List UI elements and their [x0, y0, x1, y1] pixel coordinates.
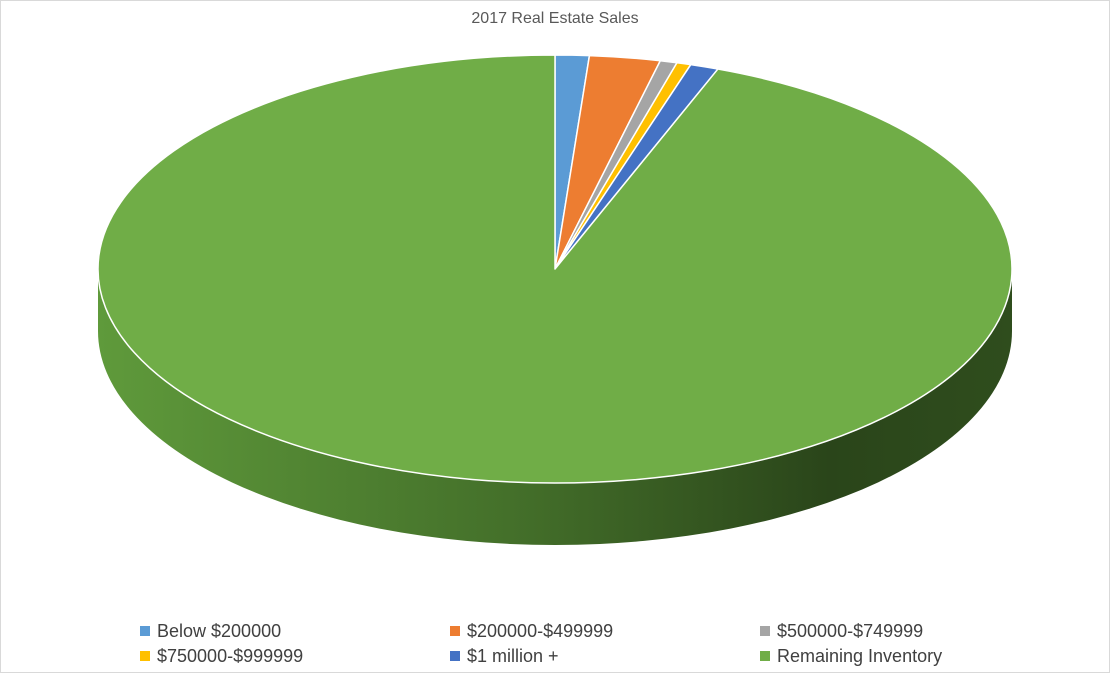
- legend-label: $500000-$749999: [777, 620, 924, 641]
- legend-item-750000-999999: $750000-$999999: [140, 645, 450, 667]
- pie-slice-remaining-inventory: [97, 54, 1013, 484]
- legend-label: Remaining Inventory: [777, 645, 943, 666]
- pie-side-wall: [98, 269, 1012, 545]
- pie-slices: [97, 54, 1013, 484]
- legend-swatch: [450, 626, 460, 636]
- legend-swatch: [760, 626, 770, 636]
- legend-label: $750000-$999999: [157, 645, 304, 666]
- legend: Below $200000 $200000-$499999 $500000-$7…: [140, 620, 1080, 667]
- legend-swatch: [450, 651, 460, 661]
- legend-label: $200000-$499999: [467, 620, 614, 641]
- legend-label: Below $200000: [157, 620, 282, 641]
- legend-item-200000-499999: $200000-$499999: [450, 620, 760, 642]
- legend-item-remaining-inventory: Remaining Inventory: [760, 645, 1070, 667]
- legend-item-1-million-plus: $1 million +: [450, 645, 760, 667]
- legend-swatch: [140, 626, 150, 636]
- pie-side-wall-shape: [98, 269, 1012, 545]
- legend-label: $1 million +: [467, 645, 559, 666]
- chart-title: 2017 Real Estate Sales: [471, 10, 639, 27]
- legend-item-500000-749999: $500000-$749999: [760, 620, 1070, 642]
- legend-swatch: [140, 651, 150, 661]
- legend-swatch: [760, 651, 770, 661]
- legend-item-below-200000: Below $200000: [140, 620, 450, 642]
